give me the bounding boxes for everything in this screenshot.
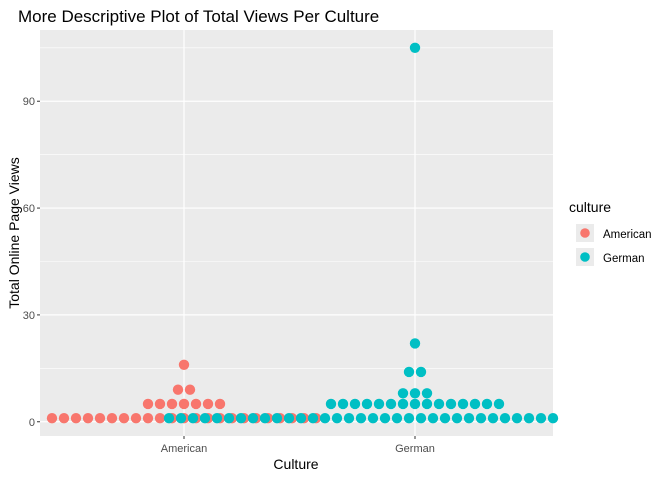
data-point-german <box>445 398 457 410</box>
data-point-german <box>481 398 493 410</box>
data-point-american <box>94 412 106 424</box>
data-point-german <box>187 412 199 424</box>
legend-title: culture <box>569 199 611 215</box>
data-point-german <box>433 398 445 410</box>
data-point-american <box>46 412 58 424</box>
data-point-german <box>397 388 409 399</box>
y-tick-label: 60 <box>23 203 35 215</box>
data-point-german <box>457 398 469 410</box>
data-points <box>46 42 559 424</box>
data-point-german <box>463 412 475 424</box>
data-point-german <box>385 398 397 410</box>
data-point-german <box>493 398 505 410</box>
plot-panel <box>40 30 553 436</box>
data-point-german <box>343 412 355 424</box>
data-point-american <box>70 412 82 424</box>
data-point-german <box>535 412 547 424</box>
data-point-german <box>379 412 391 424</box>
y-tick-label: 90 <box>23 96 35 108</box>
data-point-german <box>235 412 247 424</box>
data-point-american <box>190 398 202 410</box>
data-point-german <box>427 412 439 424</box>
data-point-german <box>409 388 421 399</box>
data-point-german <box>367 412 379 424</box>
data-point-german <box>211 412 223 424</box>
data-point-german <box>283 412 295 424</box>
data-point-american <box>142 398 154 410</box>
data-point-american <box>106 412 118 424</box>
data-point-american <box>178 359 190 370</box>
data-point-german <box>415 366 427 378</box>
data-point-american <box>58 412 70 424</box>
data-point-german <box>295 412 307 424</box>
data-point-german <box>319 412 331 424</box>
x-tick-label: American <box>161 443 207 455</box>
data-point-american <box>130 412 142 424</box>
data-point-german <box>247 412 259 424</box>
data-point-german <box>259 412 271 424</box>
data-point-german <box>421 388 433 399</box>
data-point-american <box>172 384 184 395</box>
data-point-german <box>409 398 421 410</box>
y-axis-title: Total Online Page Views <box>6 157 22 309</box>
x-tick-label: German <box>395 443 435 455</box>
data-point-german <box>175 412 187 424</box>
data-point-german <box>373 398 385 410</box>
data-point-german <box>325 398 337 410</box>
data-point-german <box>331 412 343 424</box>
legend-label-american: American <box>603 229 652 241</box>
y-tick-label: 30 <box>23 310 35 322</box>
y-tick-label: 0 <box>29 417 35 429</box>
data-point-american <box>214 398 226 410</box>
data-point-american <box>82 412 94 424</box>
data-point-german <box>337 398 349 410</box>
data-point-german <box>511 412 523 424</box>
data-point-american <box>118 412 130 424</box>
data-point-german <box>391 412 403 424</box>
data-point-german <box>349 398 361 410</box>
data-point-german <box>361 398 373 410</box>
data-point-german <box>499 412 511 424</box>
data-point-american <box>184 384 196 395</box>
data-point-american <box>166 398 178 410</box>
chart-title: More Descriptive Plot of Total Views Per… <box>18 7 379 26</box>
y-axis: 0 30 60 90 <box>23 96 40 429</box>
data-point-german <box>439 412 451 424</box>
x-axis-title: Culture <box>273 456 318 472</box>
data-point-german <box>271 412 283 424</box>
legend-label-german: German <box>603 253 645 265</box>
legend-key-american <box>580 228 590 238</box>
data-point-german <box>403 366 415 378</box>
data-point-german <box>547 412 559 424</box>
data-point-german <box>355 412 367 424</box>
data-point-american <box>202 398 214 410</box>
data-point-german <box>421 398 433 410</box>
data-point-german <box>223 412 235 424</box>
data-point-american <box>142 412 154 424</box>
data-point-german <box>307 412 319 424</box>
data-point-german <box>409 42 421 54</box>
data-point-german <box>199 412 211 424</box>
data-point-german <box>397 398 409 410</box>
legend-key-german <box>580 252 590 262</box>
data-point-american <box>154 412 166 424</box>
data-point-american <box>154 398 166 410</box>
data-point-german <box>415 412 427 424</box>
data-point-german <box>523 412 535 424</box>
data-point-german <box>163 412 175 424</box>
data-point-german <box>403 412 415 424</box>
x-axis: American German <box>161 436 435 455</box>
data-point-german <box>469 398 481 410</box>
legend: culture American German <box>569 199 652 266</box>
data-point-german <box>409 338 421 349</box>
data-point-german <box>451 412 463 424</box>
data-point-american <box>178 398 190 410</box>
data-point-german <box>487 412 499 424</box>
data-point-german <box>475 412 487 424</box>
